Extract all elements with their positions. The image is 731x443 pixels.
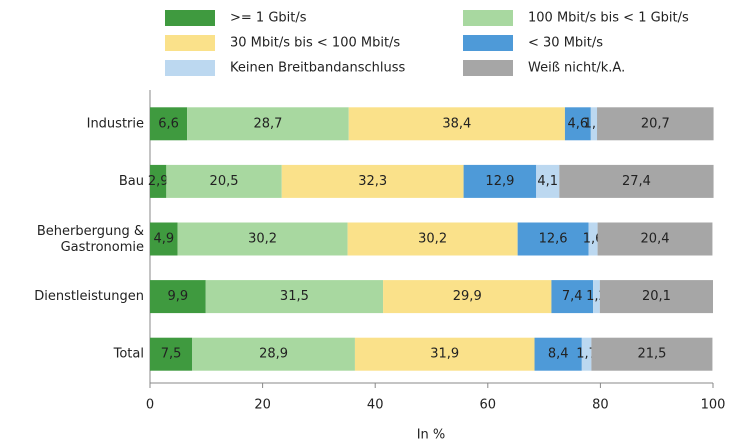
bar-segment <box>581 337 592 371</box>
bar-segment <box>177 222 348 256</box>
value-label: 20,1 <box>642 289 671 304</box>
value-label: 31,9 <box>430 347 459 362</box>
legend-swatch <box>463 35 513 51</box>
value-label: 2,9 <box>148 174 169 189</box>
bar-segment <box>347 222 518 256</box>
legend-label: 100 Mbit/s bis < 1 Gbit/s <box>528 11 689 26</box>
value-label: 20,5 <box>210 174 239 189</box>
value-label: 4,1 <box>537 174 558 189</box>
value-label: 20,4 <box>641 232 670 247</box>
y-tick-label: Industrie <box>87 116 144 131</box>
legend-label: 30 Mbit/s bis < 100 Mbit/s <box>230 36 400 51</box>
y-tick-label: Dienstleistungen <box>34 289 144 304</box>
bar-segment <box>150 164 167 198</box>
bar-segment <box>150 107 188 141</box>
value-label: 28,7 <box>253 116 282 131</box>
bar-segment <box>591 337 713 371</box>
x-tick-label: 0 <box>146 398 154 413</box>
bar-segment <box>559 164 714 198</box>
bar-segment <box>383 280 552 314</box>
value-label: 32,3 <box>358 174 387 189</box>
value-label: 12,9 <box>485 174 514 189</box>
value-label: 12,6 <box>539 232 568 247</box>
bar-segment <box>166 164 282 198</box>
value-label: 28,9 <box>259 347 288 362</box>
bar-segment <box>534 337 582 371</box>
legend-swatch <box>463 60 513 76</box>
bar-segment <box>463 164 537 198</box>
bar-segment <box>187 107 349 141</box>
bar-segment <box>205 280 384 314</box>
bar-segment <box>192 337 355 371</box>
value-label: 8,4 <box>548 347 569 362</box>
value-label: 29,9 <box>453 289 482 304</box>
value-label: 38,4 <box>442 116 471 131</box>
x-tick-label: 40 <box>367 398 384 413</box>
value-label: 4,6 <box>568 116 589 131</box>
value-label: 7,5 <box>161 347 182 362</box>
value-label: 7,4 <box>562 289 583 304</box>
y-tick-label-line: Gastronomie <box>61 240 144 255</box>
bar-segment <box>150 280 206 314</box>
legend-swatch <box>165 10 215 26</box>
x-tick-label: 20 <box>254 398 271 413</box>
bar-segment <box>536 164 560 198</box>
y-tick-label: Beherbergung & Gastronomie <box>37 224 144 255</box>
bar-segment <box>588 222 598 256</box>
bar-segment <box>593 280 600 314</box>
bar-segment <box>597 222 713 256</box>
x-tick-label: 100 <box>701 398 726 413</box>
bar-segment <box>354 337 535 371</box>
value-label: 30,2 <box>248 232 277 247</box>
value-label: 27,4 <box>622 174 651 189</box>
y-tick-label: Total <box>113 347 144 362</box>
y-tick-label: Bau <box>119 174 144 189</box>
value-label: 20,7 <box>641 116 670 131</box>
legend-label: >= 1 Gbit/s <box>230 11 307 26</box>
x-tick-label: 80 <box>592 398 609 413</box>
legend-label: Weiß nicht/k.A. <box>528 61 625 76</box>
bar-segment <box>597 107 714 141</box>
bar-segment <box>150 337 193 371</box>
value-label: 4,9 <box>153 232 174 247</box>
value-label: 30,2 <box>418 232 447 247</box>
value-label: 6,6 <box>158 116 179 131</box>
value-label: 9,9 <box>168 289 189 304</box>
value-label: 31,5 <box>280 289 309 304</box>
value-label: 21,5 <box>637 347 666 362</box>
bar-segment <box>281 164 464 198</box>
bar-segment <box>564 107 591 141</box>
x-tick-label: 60 <box>480 398 497 413</box>
bar-segment <box>599 280 713 314</box>
bar-segment <box>517 222 589 256</box>
legend-label: < 30 Mbit/s <box>528 36 603 51</box>
legend-swatch <box>463 10 513 26</box>
bar-segment <box>348 107 565 141</box>
legend-swatch <box>165 35 215 51</box>
bar-segment <box>590 107 598 141</box>
bar-segment <box>150 222 178 256</box>
legend-label: Keinen Breitbandanschluss <box>230 61 405 76</box>
y-tick-label-line: Beherbergung & <box>37 224 144 239</box>
bar-segment <box>551 280 594 314</box>
x-axis-label: In % <box>417 428 446 443</box>
legend-swatch <box>165 60 215 76</box>
